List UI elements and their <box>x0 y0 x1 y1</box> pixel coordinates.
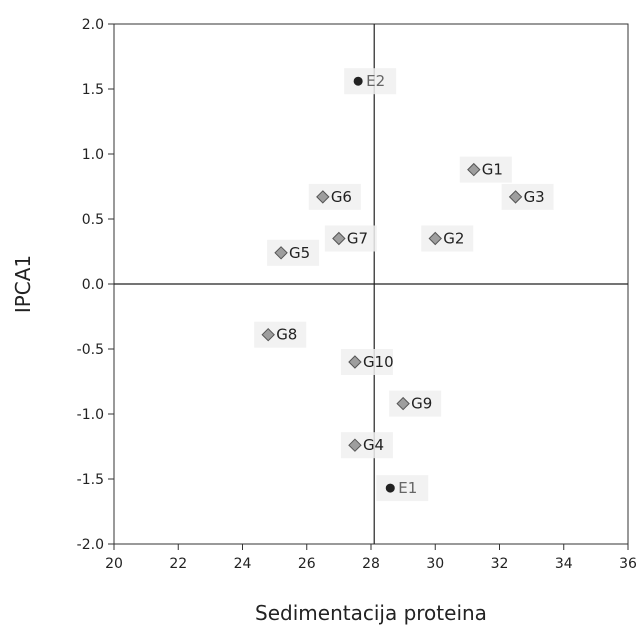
point-label: G10 <box>363 353 394 371</box>
y-axis-label: IPCA1 <box>11 255 35 313</box>
diamond-marker <box>316 190 330 204</box>
genotype-point-g8: G8 <box>254 321 307 348</box>
point-label: G7 <box>347 230 368 248</box>
environment-point-e1: E1 <box>376 475 429 502</box>
diamond-marker <box>396 396 410 411</box>
point-label: E1 <box>398 479 417 497</box>
point-label: G4 <box>363 436 384 454</box>
y-tick-label: 1.5 <box>82 82 104 98</box>
point-label-background <box>344 68 397 95</box>
genotype-point-g6: G6 <box>308 183 361 210</box>
y-tick-label: 0.5 <box>82 212 104 228</box>
y-tick-label: 0.0 <box>82 277 104 293</box>
x-tick-label: 30 <box>426 556 444 572</box>
point-label: G2 <box>443 230 464 248</box>
diamond-marker <box>274 246 288 260</box>
genotype-point-g10: G10 <box>340 349 394 375</box>
y-tick-label: 2.0 <box>82 17 104 33</box>
diamond-marker <box>508 190 523 204</box>
x-tick-label: 20 <box>105 556 123 572</box>
point-label: G3 <box>524 188 545 206</box>
y-tick-label: -2.0 <box>77 537 104 553</box>
diamond-marker <box>428 231 442 246</box>
genotype-point-g1: G1 <box>459 156 512 183</box>
genotype-point-g2: G2 <box>421 225 474 252</box>
x-tick-label: 28 <box>362 556 380 572</box>
diamond-marker <box>261 327 275 342</box>
x-tick-label: 24 <box>234 556 252 572</box>
y-tick-label: -0.5 <box>77 342 104 358</box>
x-axis-label: Sedimentacija proteina <box>255 601 487 625</box>
diamond-marker <box>348 438 362 452</box>
diamond-marker <box>467 162 481 177</box>
point-label: E2 <box>366 72 385 90</box>
point-label: G5 <box>289 244 310 262</box>
diamond-marker <box>332 231 346 246</box>
genotype-point-g3: G3 <box>501 183 554 210</box>
y-tick-label: 1.0 <box>82 147 104 163</box>
point-label: G6 <box>331 188 352 206</box>
axis-ticks: 2.0 1.5 1.0 0.5 0.0 -0.5 -1.0 -1.5 -2.020 22 24 26 2… <box>77 17 637 572</box>
y-tick-label: -1.0 <box>77 407 104 423</box>
genotype-point-g5: G5 <box>267 239 320 266</box>
circle-marker <box>385 483 395 493</box>
point-label: G9 <box>411 395 432 413</box>
point-label: G1 <box>482 161 503 179</box>
x-tick-label: 22 <box>169 556 187 572</box>
genotype-point-g4: G4 <box>340 432 393 459</box>
point-label: G8 <box>276 326 297 344</box>
x-tick-label: 26 <box>298 556 316 572</box>
x-tick-label: 32 <box>491 556 509 572</box>
diamond-marker <box>348 355 362 369</box>
x-tick-label: 36 <box>619 556 637 572</box>
circle-marker <box>353 76 363 86</box>
data-points: G1 G2 G3 G4 G5 G6 G7 G8 G9 G10 E1 E2 <box>254 68 554 502</box>
environment-point-e2: E2 <box>344 68 397 95</box>
x-tick-label: 34 <box>555 556 573 572</box>
point-label-background <box>376 475 429 502</box>
genotype-point-g7: G7 <box>324 225 377 252</box>
y-tick-label: -1.5 <box>77 472 104 488</box>
genotype-point-g9: G9 <box>389 390 442 417</box>
